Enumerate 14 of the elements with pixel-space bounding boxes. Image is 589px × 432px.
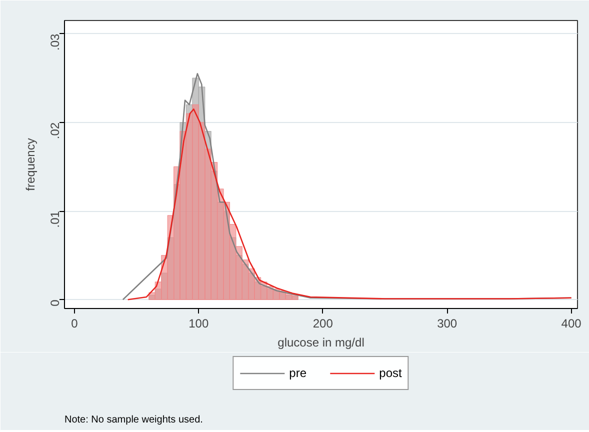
x-tick-label: 100	[188, 316, 209, 330]
x-tick-label: 300	[437, 316, 458, 330]
x-tick-label: 400	[561, 316, 582, 330]
y-tick-label: .02	[48, 122, 62, 140]
y-tick-label: 0	[48, 299, 62, 306]
x-tick-label: 0	[71, 316, 78, 330]
y-tick-label: .03	[48, 33, 62, 50]
legend-label: post	[379, 366, 402, 380]
x-tick-label: 200	[312, 316, 334, 330]
text: Note: No sample weights used.	[64, 414, 203, 426]
y-tick-label: .01	[48, 210, 62, 228]
x-axis-title: glucose in mg/dl	[278, 336, 364, 350]
legend-label: pre	[289, 366, 308, 380]
y-axis-title: frequency	[24, 138, 38, 191]
